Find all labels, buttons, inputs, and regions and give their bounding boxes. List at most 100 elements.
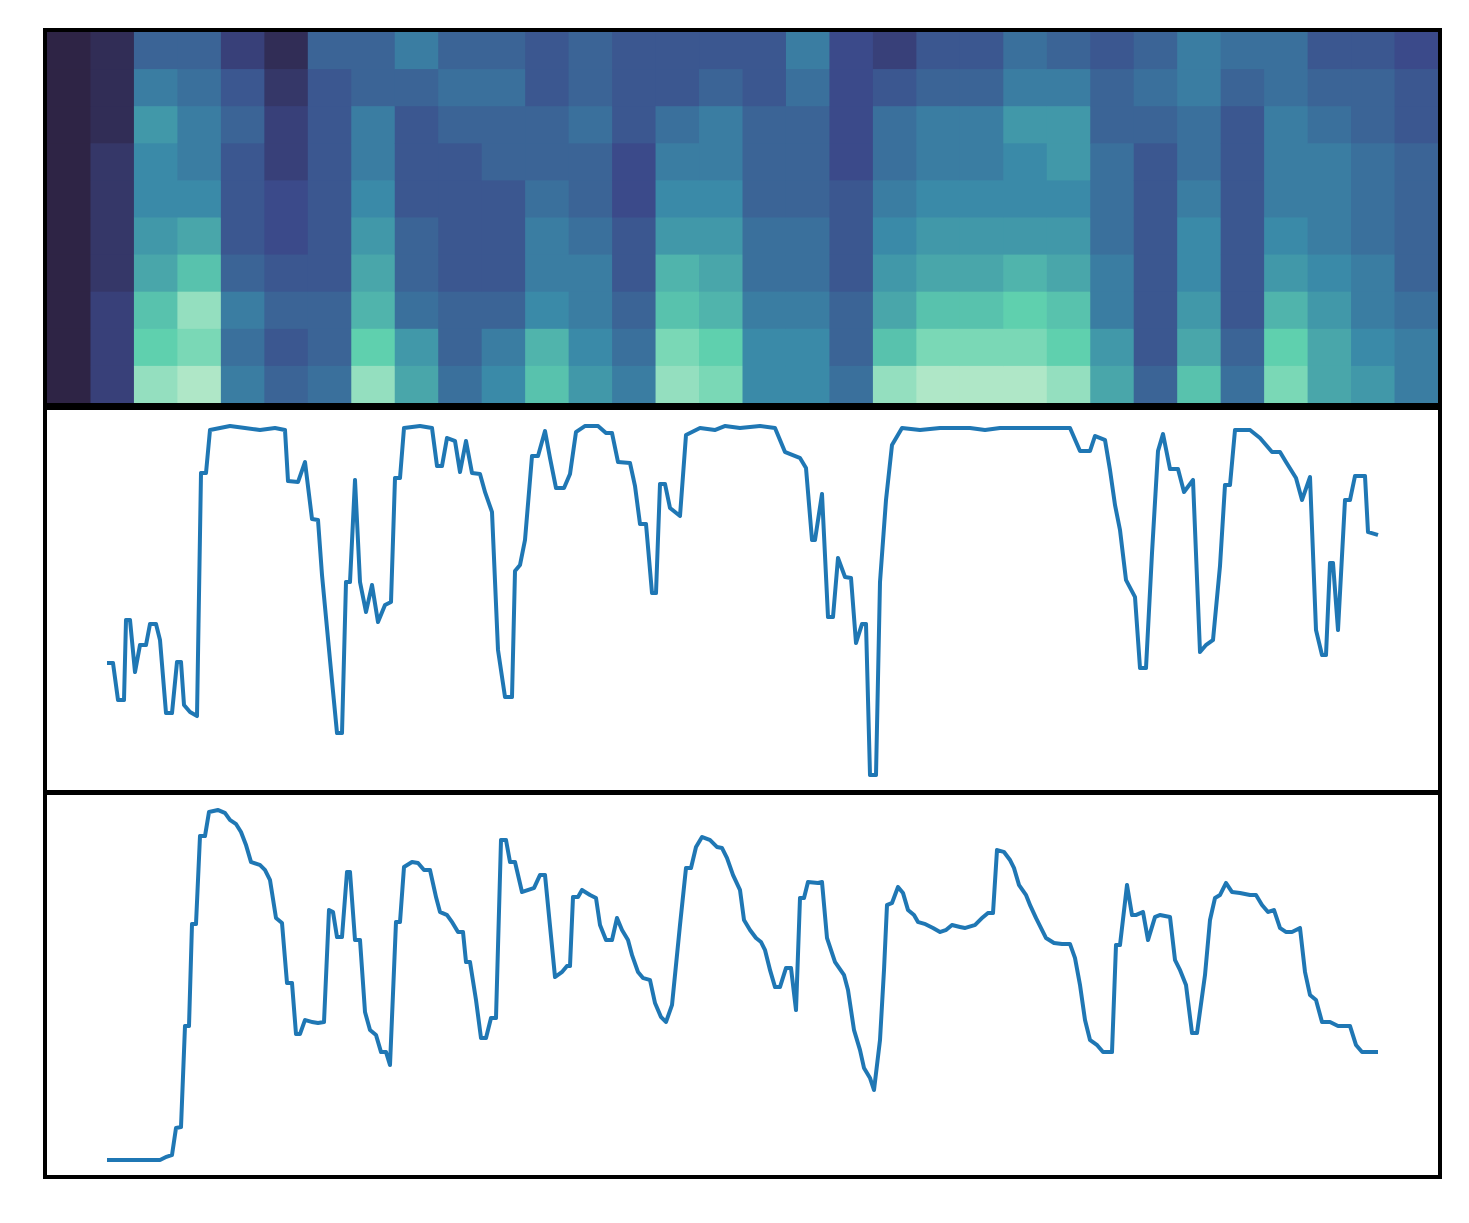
heatmap-cell	[916, 328, 961, 367]
heatmap-cell	[394, 328, 439, 367]
heatmap-cell	[1351, 69, 1396, 107]
heatmap-cell	[742, 69, 787, 107]
heatmap-cell	[699, 254, 744, 293]
heatmap-cell	[1394, 217, 1439, 256]
heatmap-cell	[1177, 365, 1222, 404]
heatmap-cell	[47, 143, 92, 181]
heatmap-cell	[655, 328, 700, 367]
heatmap-cell	[612, 254, 657, 293]
heatmap-cell	[438, 328, 483, 367]
heatmap-cell	[1307, 365, 1352, 404]
heatmap-cell	[438, 180, 483, 219]
heatmap-cell	[916, 217, 961, 256]
heatmap-cell	[1264, 365, 1309, 404]
heatmap-cell	[351, 180, 396, 219]
heatmap-cell	[264, 106, 309, 144]
heatmap-cell	[1090, 32, 1135, 70]
heatmap-cell	[1351, 32, 1396, 70]
heatmap-cell	[525, 328, 570, 367]
heatmap-cell	[90, 180, 135, 219]
heatmap-cell	[1046, 143, 1091, 181]
heatmap-cell	[872, 291, 917, 330]
heatmap-cell	[785, 365, 831, 404]
heatmap-cell	[47, 106, 92, 144]
heatmap-cell	[1351, 365, 1396, 404]
heatmap-cell	[438, 69, 483, 107]
heatmap-cell	[959, 106, 1004, 144]
heatmap-cell	[1133, 106, 1178, 144]
heatmap-cell	[1090, 254, 1135, 293]
heatmap-cell	[1133, 32, 1178, 70]
heatmap-cell	[829, 32, 874, 70]
heatmap-cell	[1046, 32, 1091, 70]
heatmap-cell	[177, 143, 222, 181]
heatmap-cell	[1394, 180, 1439, 219]
heatmap-cell	[220, 180, 265, 219]
heatmap-cell	[177, 328, 222, 367]
heatmap-cell	[1351, 217, 1396, 256]
heatmap-cell	[394, 180, 439, 219]
heatmap-cell	[133, 254, 179, 293]
heatmap-cell	[525, 69, 570, 107]
heatmap-cell	[351, 328, 396, 367]
heatmap-cell	[568, 180, 613, 219]
heatmap-cell	[1133, 254, 1178, 293]
heatmap-cell	[959, 365, 1004, 404]
heatmap-cell	[655, 254, 700, 293]
heatmap-cell	[307, 365, 352, 404]
heatmap-cell	[742, 217, 787, 256]
heatmap-cell	[655, 106, 700, 144]
heatmap-cell	[785, 217, 831, 256]
heatmap-cell	[351, 69, 396, 107]
heatmap-cell	[394, 106, 439, 144]
heatmap-cell	[525, 180, 570, 219]
heatmap-cell	[90, 32, 135, 70]
heatmap-cell	[959, 254, 1004, 293]
heatmap-cell	[177, 32, 222, 70]
heatmap-cell	[612, 180, 657, 219]
heatmap-cell	[612, 328, 657, 367]
heatmap-cell	[655, 180, 700, 219]
heatmap-cell	[481, 69, 526, 107]
heatmap-cell	[1177, 143, 1222, 181]
heatmap-cell	[1046, 365, 1091, 404]
heatmap-cell	[1133, 291, 1178, 330]
heatmap-cell	[307, 180, 352, 219]
heatmap-cell	[481, 291, 526, 330]
heatmap-cell	[1307, 106, 1352, 144]
heatmap-cell	[1264, 254, 1309, 293]
heatmap-cell	[742, 32, 787, 70]
heatmap-cell	[916, 143, 961, 181]
heatmap-cell	[1177, 254, 1222, 293]
heatmap-cell	[1351, 254, 1396, 293]
heatmap-cell	[1046, 106, 1091, 144]
heatmap-cell	[47, 365, 92, 404]
heatmap-cell	[1307, 143, 1352, 181]
heatmap-cell	[133, 69, 179, 107]
heatmap-cell	[829, 143, 874, 181]
heatmap-cell	[568, 143, 613, 181]
heatmap-cell	[699, 291, 744, 330]
heatmap-cell	[394, 143, 439, 181]
heatmap-cell	[481, 143, 526, 181]
heatmap-cell	[829, 291, 874, 330]
heatmap-cell	[438, 143, 483, 181]
heatmap-cell	[1351, 180, 1396, 219]
heatmap-cell	[655, 32, 700, 70]
heatmap-cell	[264, 180, 309, 219]
heatmap-cell	[1220, 32, 1265, 70]
heatmap-cell	[612, 291, 657, 330]
heatmap-cell	[47, 328, 92, 367]
heatmap-cell	[612, 365, 657, 404]
heatmap-cell	[351, 106, 396, 144]
heatmap-cell	[307, 143, 352, 181]
heatmap-cell	[959, 32, 1004, 70]
heatmap-cell	[481, 254, 526, 293]
heatmap-cell	[47, 180, 92, 219]
heatmap-cell	[177, 291, 222, 330]
heatmap-cell	[394, 365, 439, 404]
heatmap-cell	[1090, 291, 1135, 330]
heatmap-cell	[394, 32, 439, 70]
heatmap-cell	[525, 365, 570, 404]
heatmap-cell	[1220, 254, 1265, 293]
